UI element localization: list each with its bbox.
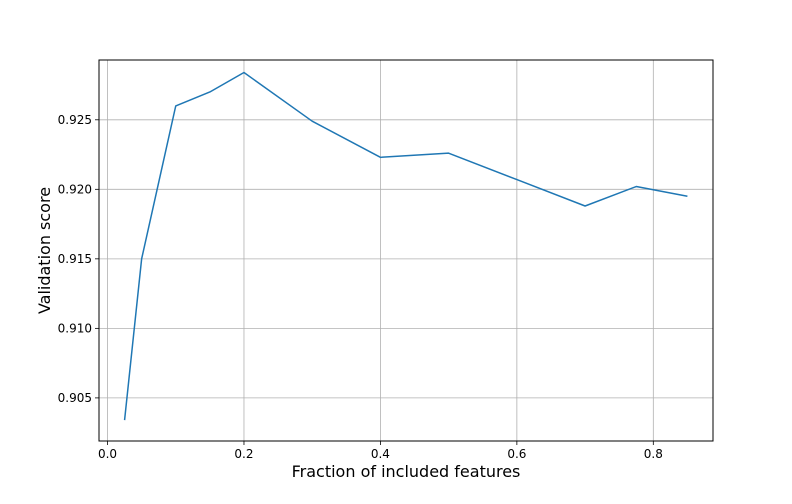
y-tick-label: 0.915 — [58, 252, 92, 266]
y-tick-label: 0.910 — [58, 321, 92, 335]
x-tick-label: 0.0 — [98, 447, 117, 461]
y-axis-label: Validation score — [35, 187, 54, 314]
series-line-0 — [123, 71, 688, 421]
y-tick-label: 0.905 — [58, 391, 92, 405]
y-tick-label: 0.925 — [58, 113, 92, 127]
x-tick-label: 0.8 — [644, 447, 663, 461]
ticks: 0.0 0.2 0.4 0.6 0.8 0.905 0.910 0.915 0.920 0.925 — [58, 113, 663, 461]
y-tick-label: 0.920 — [58, 182, 92, 196]
grid — [99, 60, 713, 441]
x-axis-label: Fraction of included features — [292, 462, 521, 481]
series-layer — [123, 71, 688, 421]
x-tick-label: 0.4 — [371, 447, 390, 461]
plot-frame — [98, 59, 714, 442]
x-tick-label: 0.6 — [507, 447, 526, 461]
x-tick-label: 0.2 — [234, 447, 253, 461]
